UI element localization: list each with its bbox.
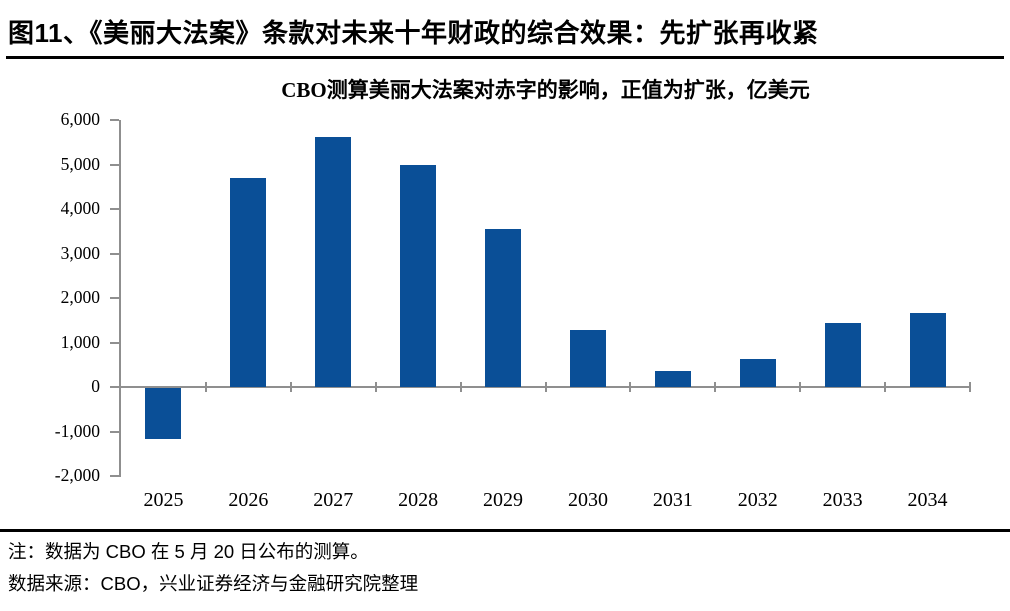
bar-2029 <box>485 228 522 387</box>
x-axis-label: 2031 <box>652 489 693 511</box>
x-axis-label: 2027 <box>313 489 354 511</box>
y-axis-tick <box>110 341 119 344</box>
y-axis-label: 0 <box>91 376 100 396</box>
y-axis-tick <box>110 386 119 388</box>
bar-2031 <box>654 371 691 387</box>
plot-area: -2,000 -1,000 0 1,000 2,000 3,000 4,000 5,000 6,… <box>54 109 971 511</box>
chart-title: CBO测算美丽大法案对赤字的影响，正值为扩张，亿美元 <box>281 78 810 102</box>
y-axis-tick <box>110 297 119 299</box>
y-axis-label: -1,000 <box>54 420 100 441</box>
y-axis-label: -2,000 <box>54 465 100 485</box>
x-axis-label: 2028 <box>398 489 439 511</box>
bar-2026 <box>230 177 267 387</box>
y-axis-tick <box>110 163 119 166</box>
y-axis-tick <box>110 119 119 121</box>
y-axis-tick <box>110 475 119 477</box>
bar-2025 <box>145 388 182 440</box>
x-axis-label: 2034 <box>907 489 948 511</box>
x-axis-tick <box>459 382 462 392</box>
footer-divider <box>0 529 1010 532</box>
x-axis-tick <box>289 382 292 392</box>
y-axis-label: 4,000 <box>60 198 100 218</box>
x-axis-tick <box>714 382 717 392</box>
x-axis-label: 2025 <box>143 489 184 511</box>
bar-2034 <box>909 312 946 387</box>
x-axis-label: 2032 <box>737 489 778 511</box>
y-axis-tick <box>110 430 119 433</box>
x-axis-tick <box>629 382 632 392</box>
x-axis-label: 2026 <box>228 489 269 511</box>
y-axis-label: 5,000 <box>60 153 100 174</box>
y-axis-label: 1,000 <box>60 331 100 352</box>
figure-title: 图11、《美丽大法案》条款对未来十年财政的综合效果：先扩张再收紧 <box>8 18 819 48</box>
y-axis-tick <box>110 252 119 255</box>
bar-2033 <box>824 323 861 387</box>
y-axis-line <box>119 120 121 477</box>
x-axis-label: 2033 <box>822 489 863 511</box>
y-axis-tick <box>110 208 119 210</box>
note-text: 注：数据为 CBO 在 5 月 20 日公布的测算。 <box>8 541 369 562</box>
x-axis-tick <box>799 382 802 392</box>
y-axis-label: 2,000 <box>60 287 100 307</box>
x-axis-tick <box>884 382 887 392</box>
bar-2027 <box>315 136 352 387</box>
bar-2030 <box>569 330 606 387</box>
bar-2032 <box>739 358 776 387</box>
x-axis-label: 2030 <box>567 489 608 511</box>
x-axis-tick <box>374 382 377 392</box>
x-axis-label: 2029 <box>483 489 524 511</box>
y-axis-label: 6,000 <box>60 109 100 129</box>
y-axis-label: 3,000 <box>60 242 100 263</box>
source-text: 数据来源：CBO，兴业证券经济与金融研究院整理 <box>8 573 419 594</box>
x-axis-tick <box>204 382 207 392</box>
x-axis-tick <box>969 382 971 392</box>
x-axis-tick <box>544 382 547 392</box>
bar-2028 <box>400 164 437 387</box>
title-divider <box>6 56 1004 59</box>
